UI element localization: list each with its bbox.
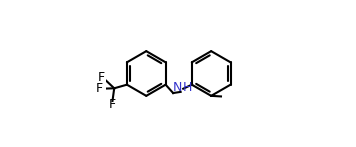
Text: F: F — [109, 98, 116, 111]
Text: F: F — [98, 71, 105, 84]
Text: F: F — [96, 82, 103, 95]
Text: H: H — [183, 81, 192, 94]
Text: N: N — [173, 81, 182, 94]
